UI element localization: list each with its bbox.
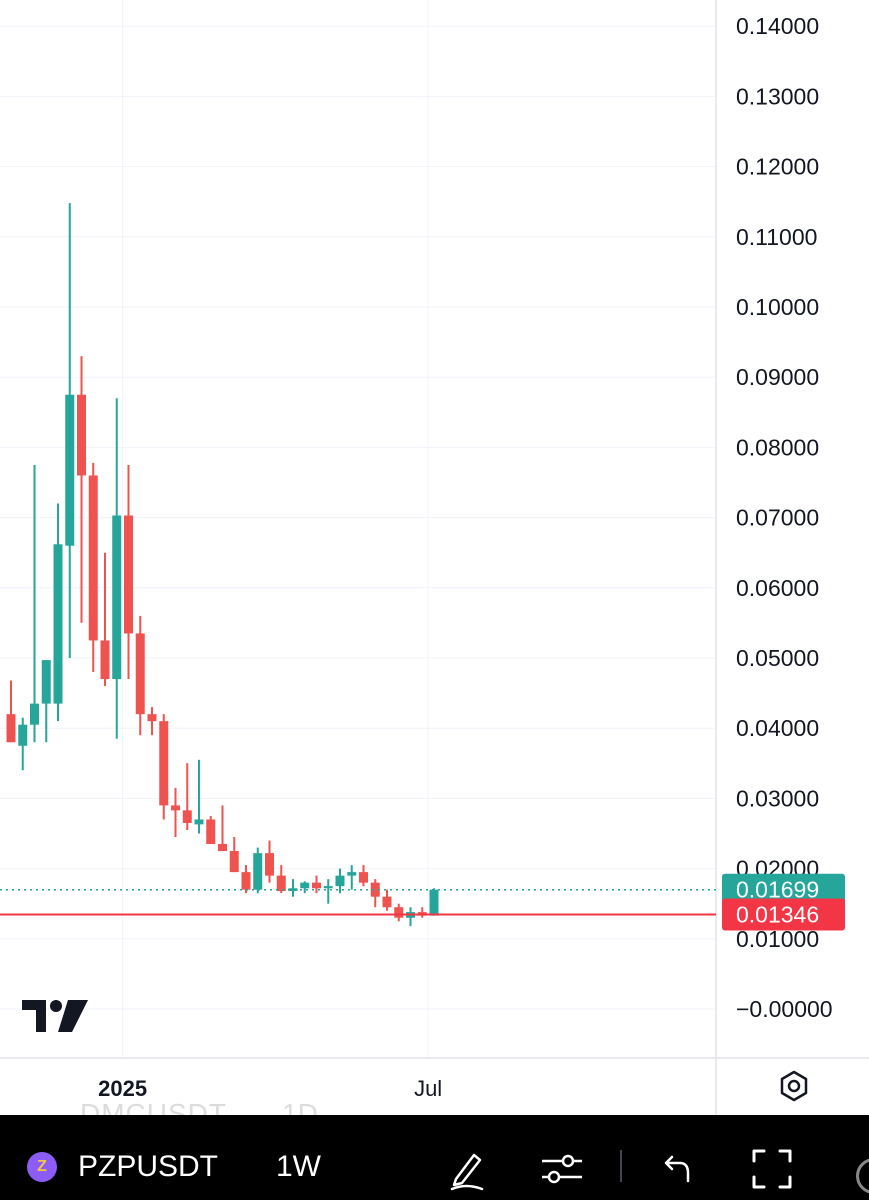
chart-settings-icon[interactable] [770,1062,818,1110]
current-price-badge-text: 0.01699 [736,877,819,903]
level-price-badge [722,898,845,931]
price-axis-label: 0.10000 [736,294,819,320]
bottom-toolbar [0,1115,869,1200]
candle-body [124,515,133,634]
candle-body [312,882,321,889]
level-price-badge-text: 0.01346 [736,902,819,928]
price-chart[interactable]: 0.14000 0.13000 0.12000 0.11000 0.10000 0.090… [0,0,869,1115]
candle-body [194,819,204,825]
candle-body [382,896,392,908]
candle-body [229,851,239,873]
candle-body [394,907,404,918]
candle-body [359,872,368,883]
candle-body [30,703,39,725]
price-axis-label: 0.11000 [736,224,817,250]
price-axis-label: −0.00000 [736,996,833,1022]
candle-body [41,660,51,704]
candle-body [6,714,16,743]
candle-body [65,394,75,546]
candle-body [18,724,28,746]
candle-body [323,886,333,889]
chart-area[interactable]: 0.14000 0.13000 0.12000 0.11000 0.10000 0.090… [0,0,869,1115]
price-axis-label: 0.08000 [736,434,819,460]
candle-body [112,515,122,680]
candle-body [370,882,380,897]
price-axis-label: 0.14000 [736,13,819,39]
candle-body [53,544,63,704]
draw-pen-icon[interactable] [442,1145,490,1193]
tradingview-logo-icon [22,1000,88,1032]
candle-body [100,640,110,680]
candle-body [300,882,310,889]
candle-body [147,714,157,722]
candle-body [335,875,345,887]
time-axis-label: Jul [414,1076,442,1101]
price-axis-label: 0.05000 [736,645,819,671]
candle-body [77,394,86,476]
candle-body [182,810,192,823]
price-axis-label: 0.09000 [736,364,819,390]
candle-body [135,633,145,715]
symbol-button[interactable]: PZPUSDT [78,1150,219,1183]
candle-body [265,853,274,876]
current-price-badge [722,873,845,906]
candle-body [88,475,98,641]
price-axis-label: 0.07000 [736,505,819,531]
coin-icon[interactable]: Z [27,1152,57,1182]
indicators-sliders-icon[interactable] [538,1145,586,1193]
price-axis-label: 0.03000 [736,785,819,811]
toolbar-divider [620,1150,622,1182]
price-axis-label: 0.13000 [736,83,819,109]
time-axis-label: 2025 [98,1076,147,1101]
price-axis-label: 0.12000 [736,154,819,180]
price-axis-label: 0.06000 [736,575,819,601]
candle-body [218,844,227,852]
coin-glyph: Z [37,1158,47,1175]
candle-body [347,872,357,876]
candle-body [288,888,298,892]
price-axis-label: 0.04000 [736,715,819,741]
candle-body [429,889,439,916]
candle-body [171,805,180,811]
candle-body [159,721,169,806]
candle-body [276,875,286,892]
candle-body [253,853,263,890]
candle-body [206,819,216,845]
fullscreen-icon[interactable] [748,1145,796,1193]
undo-icon[interactable] [652,1145,700,1193]
interval-button[interactable]: 1W [276,1150,321,1183]
candle-body [241,872,251,890]
